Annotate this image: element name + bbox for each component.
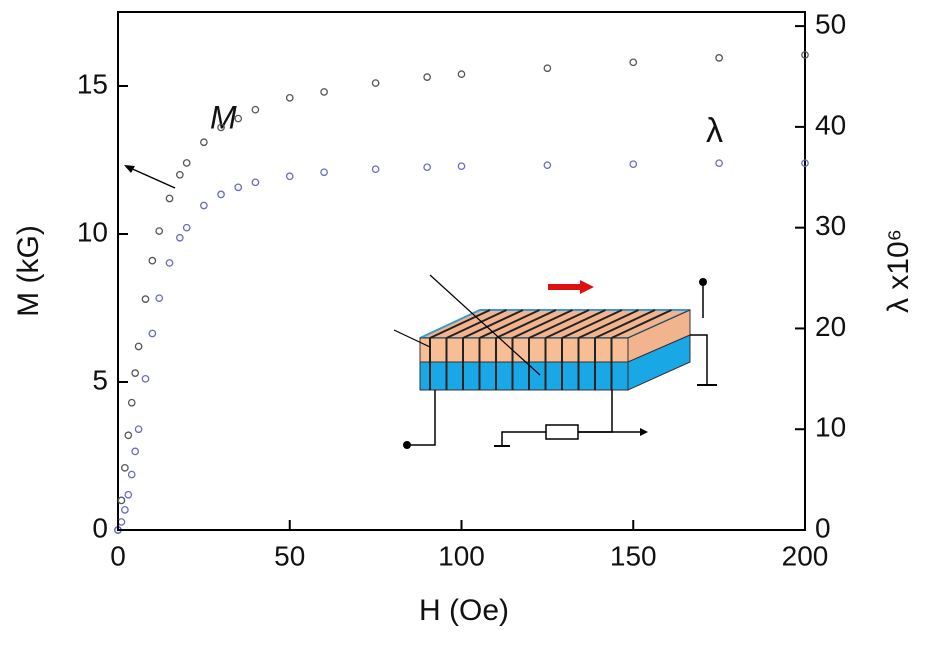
- data-point: [124, 431, 133, 440]
- data-point: [165, 194, 174, 203]
- y-tick-label: 15: [77, 68, 108, 99]
- data-point: [155, 294, 164, 303]
- data-point: [543, 64, 552, 73]
- data-point: [251, 178, 260, 187]
- plot-frame: [117, 11, 806, 531]
- data-point: [234, 114, 243, 123]
- data-point: [251, 105, 260, 114]
- data-point: [200, 201, 208, 210]
- data-point: [127, 398, 136, 407]
- stripe: [495, 309, 557, 339]
- data-point: [629, 160, 638, 169]
- data-point: [175, 233, 184, 242]
- data-point: [141, 295, 150, 303]
- data-point: [423, 73, 431, 81]
- inset-diagram: [393, 274, 717, 449]
- data-point: [285, 172, 294, 181]
- x-axis-label: H (Oe): [419, 594, 509, 627]
- data-point: [127, 470, 136, 479]
- y-tick-label: 10: [77, 216, 108, 247]
- x-tick-label: 200: [782, 540, 829, 571]
- data-point: [148, 329, 157, 338]
- x-tick-label: 50: [274, 540, 305, 571]
- data-point: [141, 374, 150, 383]
- data-point: [423, 163, 431, 172]
- stripe: [446, 309, 507, 339]
- data-point: [320, 168, 328, 177]
- data-point: [134, 425, 143, 434]
- data-point: [801, 51, 809, 59]
- data-point: [285, 93, 294, 102]
- data-point: [121, 505, 129, 514]
- data-point: [217, 123, 225, 132]
- stripe: [528, 309, 590, 339]
- annotation-lambda: λ: [706, 112, 723, 150]
- x-tick-label: 100: [438, 540, 485, 571]
- data-point: [715, 54, 723, 62]
- data-point: [543, 161, 552, 170]
- data-point: [629, 58, 638, 67]
- data-point: [155, 227, 164, 235]
- data-point: [715, 159, 723, 168]
- stripe: [611, 309, 672, 339]
- data-point: [320, 88, 328, 96]
- y2-tick-label: 10: [815, 412, 846, 443]
- data-point: [801, 159, 809, 168]
- x-tick-label: 0: [110, 540, 126, 571]
- y-tick-label: 0: [92, 512, 108, 543]
- arrow: [124, 165, 176, 189]
- stripe: [512, 309, 573, 339]
- y2-axis-label: λ x10⁶: [882, 229, 915, 313]
- stripe: [462, 309, 524, 339]
- stripe: [578, 309, 639, 339]
- data-point: [457, 162, 466, 171]
- data-point: [182, 223, 191, 232]
- data-point: [148, 256, 157, 265]
- data-point: [165, 259, 174, 267]
- data-point: [121, 463, 129, 472]
- data-point: [457, 70, 466, 79]
- y2-tick-label: 20: [815, 311, 846, 342]
- data-point: [175, 170, 184, 179]
- data-point: [117, 518, 126, 526]
- data-point: [131, 369, 140, 377]
- stripe: [479, 309, 540, 339]
- y-axis-label: M (kG): [12, 225, 45, 317]
- data-point: [124, 490, 133, 499]
- data-point: [200, 138, 208, 147]
- stripe: [545, 309, 606, 339]
- y-tick-label: 5: [92, 364, 108, 395]
- data-point: [131, 447, 140, 456]
- data-point: [234, 183, 243, 192]
- data-point: [371, 79, 380, 87]
- data-point: [182, 159, 191, 167]
- stripe: [429, 309, 491, 339]
- data-point: [371, 165, 380, 174]
- y2-tick-label: 50: [815, 8, 846, 39]
- data-point: [117, 496, 126, 505]
- data-point: [134, 342, 143, 351]
- stripe: [594, 309, 656, 339]
- x-tick-label: 150: [610, 540, 657, 571]
- y2-tick-label: 0: [815, 512, 831, 543]
- y2-tick-label: 30: [815, 210, 846, 241]
- data-point: [217, 190, 225, 199]
- stripe: [561, 309, 623, 339]
- y2-tick-label: 40: [815, 109, 846, 140]
